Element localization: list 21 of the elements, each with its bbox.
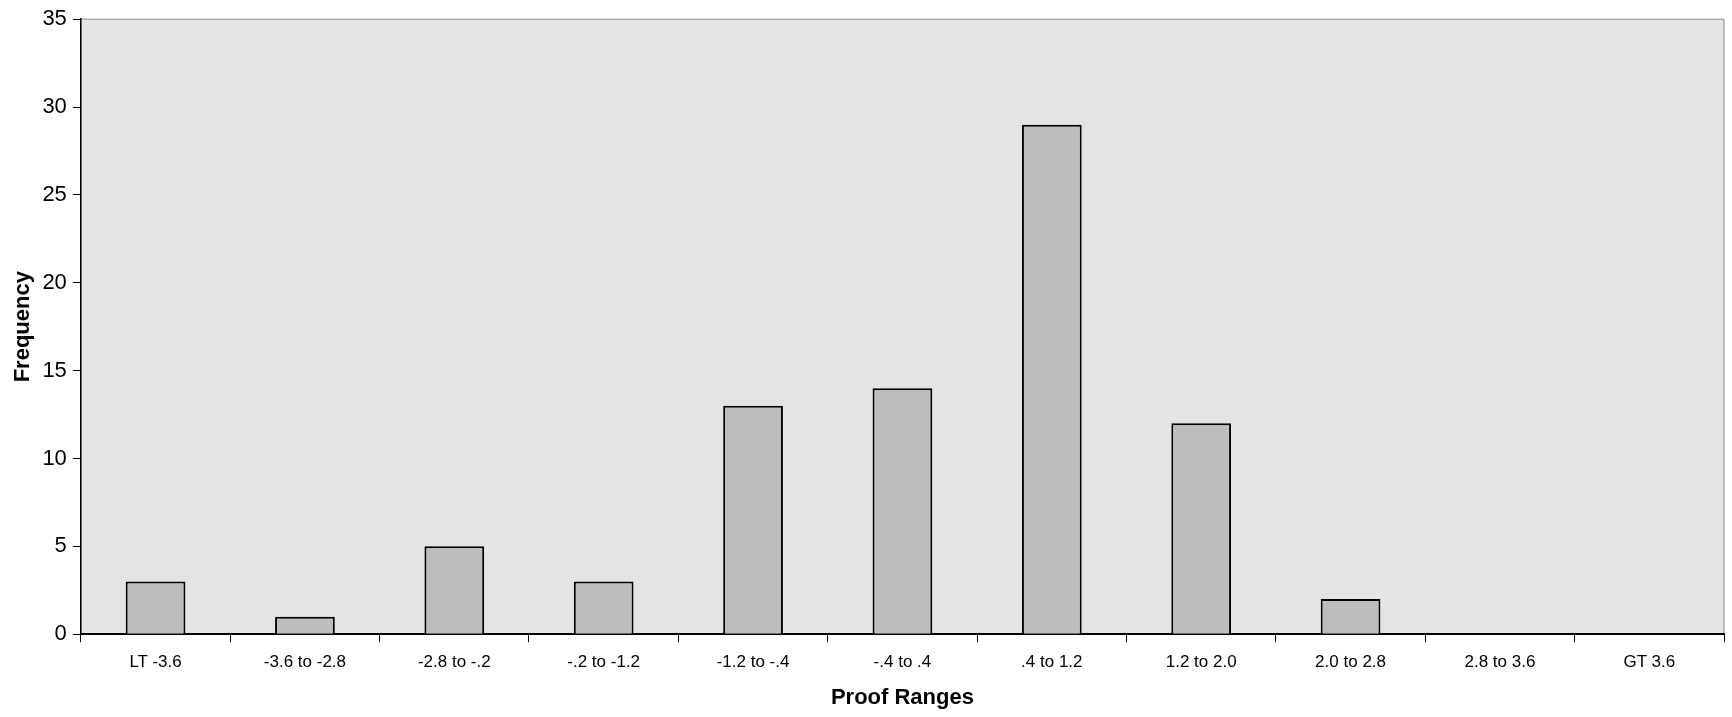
y-tick-label: 30 <box>42 93 67 119</box>
y-tick-label: 25 <box>42 180 67 206</box>
y-tick-label: 0 <box>54 620 67 646</box>
y-axis-title: Frequency <box>9 270 35 383</box>
y-tick-label: 35 <box>42 5 67 31</box>
x-tick-label: 2.0 to 2.8 <box>1315 652 1387 672</box>
x-axis-title: Proof Ranges <box>830 683 974 709</box>
x-tick-label: .4 to 1.2 <box>1021 652 1083 672</box>
x-tick-label: -1.2 to -.4 <box>716 652 790 672</box>
x-tick-label: -.4 to .4 <box>873 652 932 672</box>
y-tick-label: 10 <box>42 444 67 470</box>
x-tick-label: -.2 to -1.2 <box>567 652 641 672</box>
x-tick-label: -2.8 to -.2 <box>417 652 491 672</box>
x-tick-label: LT -3.6 <box>129 652 182 672</box>
x-tick-label: 2.8 to 3.6 <box>1464 652 1536 672</box>
y-tick-label: 5 <box>54 532 67 558</box>
x-tick-label: 1.2 to 2.0 <box>1165 652 1237 672</box>
y-tick-label: 20 <box>42 268 67 294</box>
x-tick-label: -3.6 to -2.8 <box>263 652 347 672</box>
x-tick-label: GT 3.6 <box>1623 652 1676 672</box>
y-tick-label: 15 <box>42 356 67 382</box>
